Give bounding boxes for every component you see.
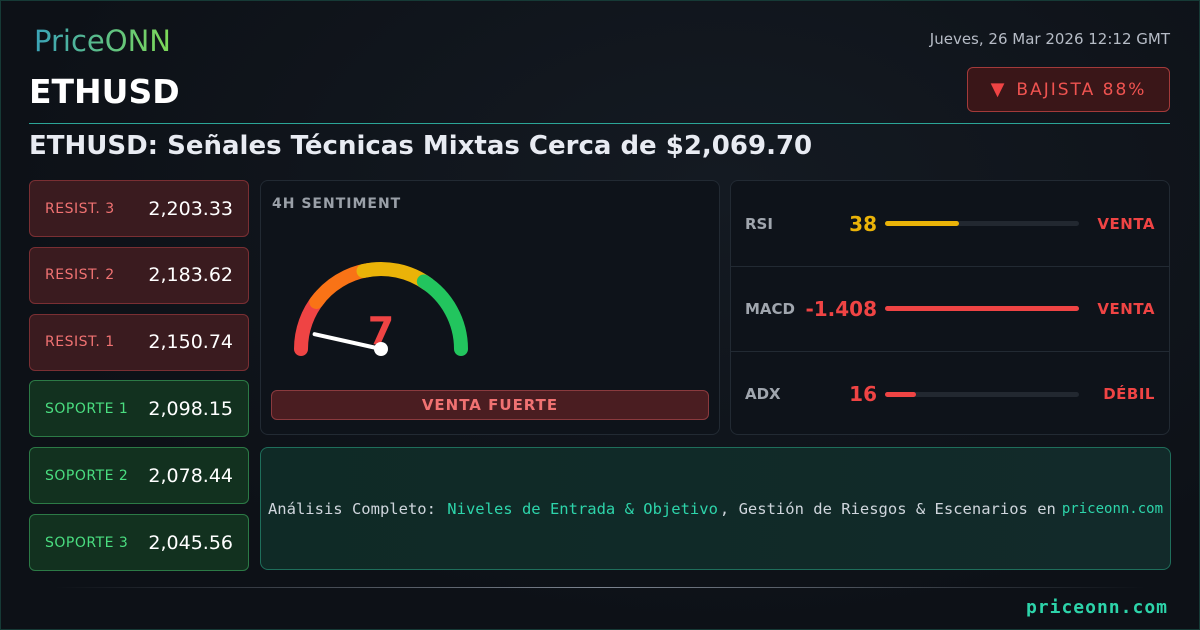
cta-prefix: Análisis Completo: — [267, 499, 436, 518]
trend-label: BAJISTA 88% — [1016, 79, 1147, 100]
indicator-macd: MACD -1.408 VENTA — [731, 266, 1169, 352]
level-name: RESIST. 2 — [45, 267, 115, 284]
level-support-1: SOPORTE 1 2,098.15 — [29, 380, 249, 438]
cta-highlight[interactable]: Niveles de Entrada & Objetivo — [447, 499, 718, 518]
sentiment-card: 4H SENTIMENT 7 VENTA FUERTE — [260, 180, 720, 435]
level-name: RESIST. 3 — [45, 200, 115, 217]
cta-text: , Gestión de Riesgos & Escenarios en — [719, 499, 1056, 518]
level-support-3: SOPORTE 3 2,045.56 — [29, 514, 249, 571]
level-name: SOPORTE 1 — [45, 400, 129, 417]
indicator-adx: ADX 16 DÉBIL — [731, 351, 1169, 437]
level-value: 2,078.44 — [148, 464, 233, 487]
indicator-name: ADX — [745, 385, 781, 403]
level-value: 2,098.15 — [148, 397, 233, 420]
triangle-down-icon: ▼ — [990, 79, 1007, 100]
sentiment-label: VENTA FUERTE — [271, 390, 709, 420]
indicator-signal: VENTA — [1097, 214, 1155, 233]
level-name: SOPORTE 2 — [45, 467, 129, 484]
level-value: 2,183.62 — [148, 264, 233, 287]
level-name: RESIST. 1 — [45, 334, 115, 351]
indicators-card: RSI 38 VENTA MACD -1.408 VENTA ADX 16 DÉBIL — [730, 180, 1170, 435]
level-value: 2,150.74 — [148, 331, 233, 354]
indicator-bar-fill — [885, 306, 1079, 311]
level-value: 2,203.33 — [148, 197, 233, 220]
level-resistance-1: RESIST. 1 2,150.74 — [29, 313, 249, 371]
symbol-title: ETHUSD — [29, 72, 180, 111]
indicator-bar — [885, 221, 1079, 226]
indicator-bar-fill — [885, 221, 959, 226]
level-support-2: SOPORTE 2 2,078.44 — [29, 447, 249, 505]
level-resistance-3: RESIST. 3 2,203.33 — [29, 180, 249, 237]
logo: PriceONN — [34, 24, 171, 58]
level-value: 2,045.56 — [148, 531, 233, 554]
indicator-signal: VENTA — [1097, 299, 1155, 318]
date: Jueves, 26 Mar 2026 12:12 GMT — [929, 30, 1170, 48]
footer-divider — [55, 587, 1145, 588]
cta-banner[interactable]: Análisis Completo: Niveles de Entrada & … — [260, 447, 1171, 570]
indicator-rsi: RSI 38 VENTA — [731, 181, 1169, 267]
indicator-name: RSI — [745, 214, 773, 233]
sentiment-gauge: 7 — [294, 262, 468, 356]
gauge-segment-3 — [416, 274, 468, 356]
level-resistance-2: RESIST. 2 2,183.62 — [29, 246, 249, 304]
indicator-signal: DÉBIL — [1103, 385, 1155, 403]
indicator-bar — [885, 306, 1079, 311]
indicator-value: -1.408 — [805, 296, 877, 321]
cta-domain-link[interactable]: priceonn.com — [1061, 500, 1164, 517]
gauge-title: 4H SENTIMENT — [272, 196, 402, 212]
level-name: SOPORTE 3 — [45, 534, 129, 551]
indicator-value: 16 — [849, 382, 877, 406]
gauge-needle — [312, 332, 383, 351]
indicator-name: MACD — [745, 299, 795, 318]
footer-domain[interactable]: priceonn.com — [1025, 597, 1168, 618]
trend-badge: ▼ BAJISTA 88% — [967, 67, 1170, 112]
indicator-bar — [885, 391, 1079, 397]
gauge-hub — [374, 342, 388, 356]
headline: ETHUSD: Señales Técnicas Mixtas Cerca de… — [29, 131, 813, 161]
divider — [29, 123, 1170, 124]
indicator-bar-fill — [885, 391, 917, 397]
indicator-value: 38 — [849, 211, 877, 236]
